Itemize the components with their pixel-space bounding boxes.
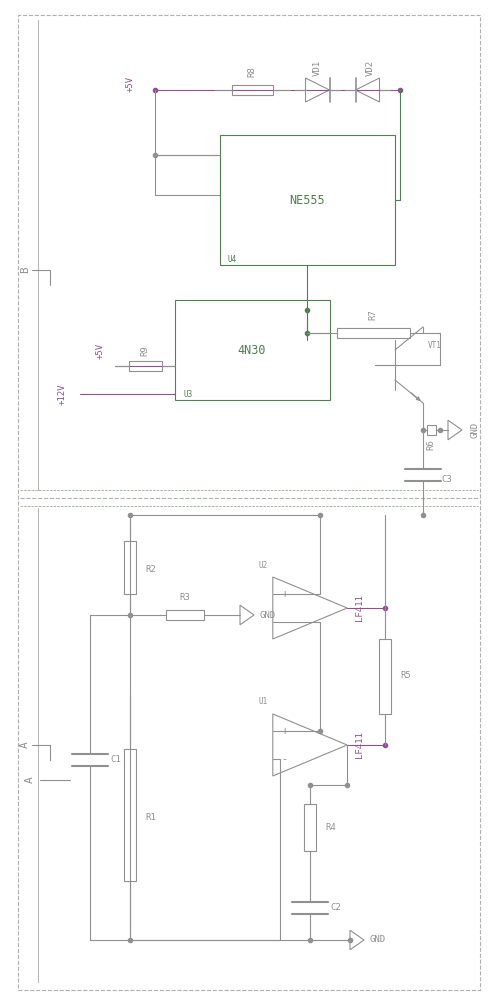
Bar [427,425,436,435]
Text: C3: C3 [441,476,452,485]
Text: A: A [20,742,30,748]
Text: +5V: +5V [125,76,134,92]
Text: R7: R7 [369,310,377,320]
Text: +: + [282,589,288,599]
Bar [124,749,136,881]
Bar [337,328,410,338]
Bar [155,155,220,195]
Bar [124,541,136,594]
Text: +12V: +12V [57,383,67,405]
Text: U4: U4 [228,255,237,264]
Text: R6: R6 [426,440,435,450]
Text: R5: R5 [400,672,411,680]
Polygon shape [273,714,347,776]
Bar [175,300,330,400]
Bar [379,639,391,714]
Text: R9: R9 [140,346,149,356]
Bar [128,361,161,371]
Text: C2: C2 [330,904,341,912]
Polygon shape [350,930,364,950]
Text: R4: R4 [325,822,336,832]
Text: +5V: +5V [96,343,105,359]
Polygon shape [305,78,330,102]
Text: GND: GND [260,610,276,619]
Text: B: B [20,267,30,273]
Text: GND: GND [471,422,480,438]
Bar [166,610,204,620]
Text: VD2: VD2 [366,60,374,76]
Text: R2: R2 [145,566,156,574]
Polygon shape [240,605,254,625]
Polygon shape [356,78,379,102]
Text: +: + [282,726,288,736]
Bar [304,804,316,851]
Text: C1: C1 [110,756,121,764]
Text: NE555: NE555 [290,194,325,207]
Bar [220,135,395,265]
Bar [232,85,273,95]
Text: LF411: LF411 [355,732,364,758]
Polygon shape [448,420,462,440]
Polygon shape [273,577,347,639]
Text: R1: R1 [145,812,156,822]
Text: U2: U2 [258,560,268,570]
Text: -: - [282,617,288,627]
Text: U1: U1 [258,698,268,706]
Text: R8: R8 [248,67,256,77]
Text: GND: GND [370,936,386,944]
Text: A: A [25,777,35,783]
Text: -: - [282,754,288,764]
Text: VT1: VT1 [428,340,442,350]
Text: U3: U3 [183,390,192,399]
Text: R3: R3 [180,592,190,601]
Text: VD1: VD1 [313,60,322,76]
Text: LF411: LF411 [355,595,364,621]
Text: 4N30: 4N30 [238,344,266,357]
